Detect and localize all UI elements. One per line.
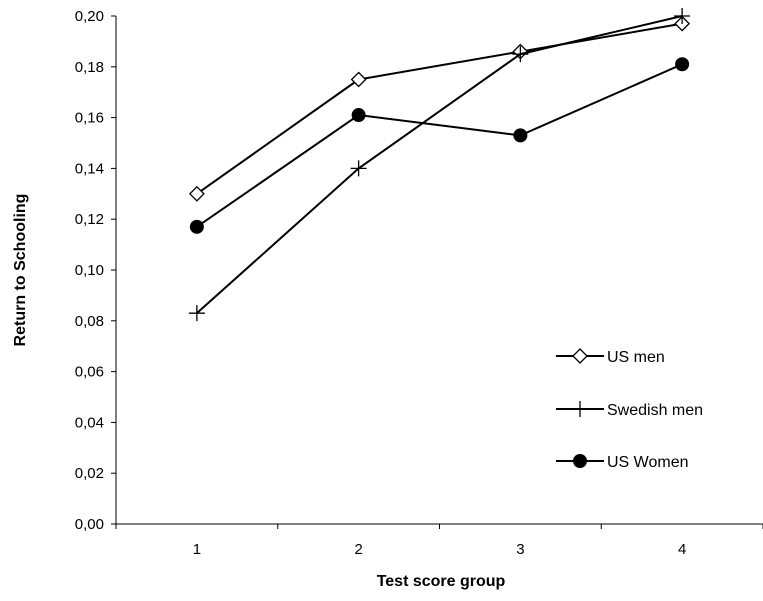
legend-item: Swedish men (556, 401, 703, 419)
y-tick-label: 0,16 (75, 110, 104, 127)
legend-marker (572, 401, 588, 417)
y-tick-label: 0,10 (75, 262, 104, 279)
data-point (513, 128, 528, 143)
axes (115, 16, 763, 525)
x-tick-label: 1 (193, 541, 201, 558)
series-line (196, 22, 683, 195)
legend-marker (573, 454, 587, 468)
legend-marker (572, 348, 588, 364)
y-tick-label: 0,20 (75, 8, 104, 25)
legend-label: US Women (607, 454, 689, 471)
y-tick-label: 0,06 (75, 364, 104, 381)
series-line (196, 63, 683, 228)
y-ticks: 0,00 0,02 0,04 0,06 0,08 0,10 0,12 0,14 0,16 0,18… (75, 8, 116, 533)
y-tick-label: 0,12 (75, 211, 104, 228)
legend: US men Swedish men US Women (556, 348, 703, 471)
data-point (674, 8, 691, 24)
y-tick-label: 0,04 (75, 414, 104, 431)
y-tick-label: 0,00 (75, 516, 104, 533)
data-point (188, 305, 205, 322)
x-ticks: 1 2 3 4 (115, 524, 763, 558)
series-line (196, 15, 683, 314)
x-axis-title: Test score group (377, 573, 506, 590)
y-tick-label: 0,18 (75, 59, 104, 76)
series-layer (188, 8, 691, 322)
x-tick-label: 3 (516, 541, 524, 558)
legend-item: US men (556, 348, 665, 366)
data-point (350, 71, 367, 88)
data-point (188, 185, 205, 202)
y-tick-label: 0,08 (75, 313, 104, 330)
legend-label: US men (607, 349, 665, 366)
data-point (189, 219, 204, 234)
x-tick-label: 2 (354, 541, 362, 558)
series-us-men (188, 15, 691, 202)
data-point (675, 57, 690, 72)
data-point (351, 108, 366, 123)
y-axis-title: Return to Schooling (12, 194, 29, 347)
y-tick-label: 0,02 (75, 465, 104, 482)
data-point (512, 46, 529, 63)
y-tick-label: 0,14 (75, 160, 104, 177)
legend-label: Swedish men (607, 402, 703, 419)
data-point (350, 160, 367, 177)
legend-item: US Women (556, 454, 689, 471)
series-swedish-men (188, 8, 691, 322)
series-us-women (189, 57, 690, 234)
x-tick-label: 4 (678, 541, 686, 558)
